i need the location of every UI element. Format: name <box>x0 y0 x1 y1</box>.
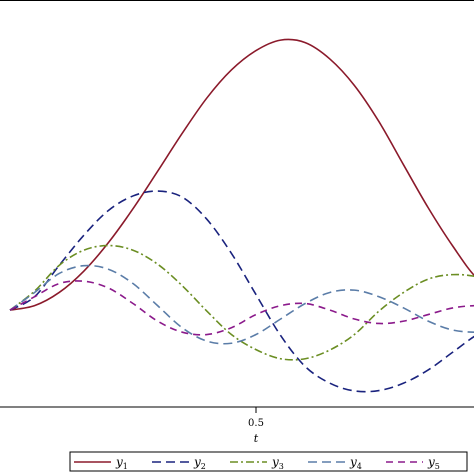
series-lines <box>9 38 474 393</box>
series-line-y3 <box>9 244 474 361</box>
x-axis-ticks: 0.5 <box>248 407 264 429</box>
x-axis-label: t <box>254 432 259 445</box>
legend-box <box>69 451 468 472</box>
series-line-y1 <box>9 38 474 311</box>
series-line-y2 <box>9 190 474 393</box>
series-line-y5 <box>9 280 474 336</box>
legend: y1 y2 y3 y4 y5 <box>69 451 468 472</box>
x-tick-label: 0.5 <box>248 418 264 429</box>
series-line-y4 <box>9 264 474 345</box>
